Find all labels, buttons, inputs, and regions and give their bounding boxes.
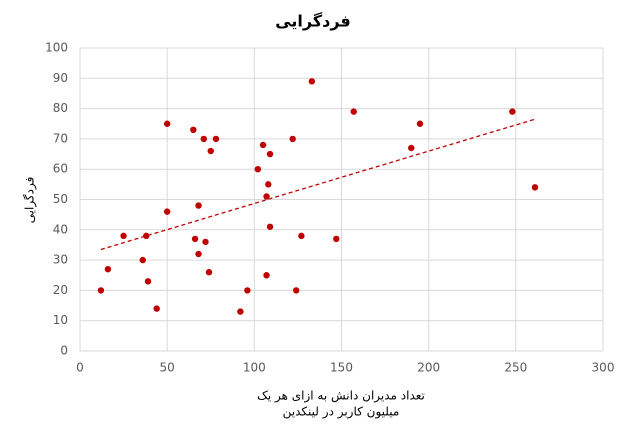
point [143, 232, 150, 240]
point [298, 232, 305, 240]
point [531, 184, 539, 191]
point [266, 150, 274, 158]
point [163, 120, 171, 127]
y-tick-label: 50 [53, 192, 68, 206]
x-tick-label: 300 [592, 361, 615, 375]
point [308, 78, 316, 85]
point [163, 208, 171, 215]
y-tick-label: 30 [53, 253, 68, 267]
y-tick-label: 100 [45, 41, 68, 55]
y-tick-label: 60 [53, 162, 68, 176]
y-tick-label: 80 [53, 101, 68, 115]
trendline [100, 118, 536, 251]
y-tick-label: 10 [53, 313, 68, 327]
point [265, 181, 272, 188]
point [190, 126, 197, 134]
point [207, 147, 214, 155]
point [408, 144, 415, 152]
y-tick-label: 40 [53, 222, 68, 236]
point [205, 269, 213, 276]
y-tick-label: 20 [53, 283, 68, 297]
point [263, 193, 270, 200]
x-tick-label: 50 [160, 361, 175, 375]
chart-title: فردگرایی [275, 12, 351, 31]
x-tick-label: 100 [243, 361, 266, 375]
y-tick-label: 0 [60, 344, 68, 358]
point [153, 305, 160, 312]
point [104, 265, 112, 273]
point [195, 250, 202, 258]
y-axis-label: فردگرایی [23, 177, 38, 224]
point [259, 141, 267, 149]
x-tick-label: 0 [76, 361, 84, 375]
x-axis-label: میلیون کاربر در لینکدین [283, 405, 400, 420]
point [144, 278, 152, 285]
point [509, 108, 516, 115]
point [289, 135, 296, 143]
y-tick-label: 90 [53, 71, 68, 85]
point [202, 238, 209, 246]
point [139, 256, 146, 264]
point [195, 202, 202, 209]
point [416, 120, 424, 127]
point [97, 287, 105, 294]
point [350, 108, 357, 115]
point [263, 272, 270, 279]
point [254, 166, 262, 173]
point [200, 135, 207, 143]
point [120, 232, 127, 240]
point [212, 135, 220, 143]
x-axis-label: تعداد مدیران دانش به ازای هر یک [257, 389, 425, 404]
y-tick-label: 70 [53, 131, 68, 145]
x-tick-label: 250 [504, 361, 527, 375]
x-tick-label: 200 [417, 361, 440, 375]
point [237, 308, 244, 315]
x-tick-label: 150 [330, 361, 353, 375]
point [244, 287, 251, 294]
point [191, 235, 199, 243]
point [266, 223, 274, 230]
point [292, 287, 300, 294]
point [333, 235, 340, 243]
